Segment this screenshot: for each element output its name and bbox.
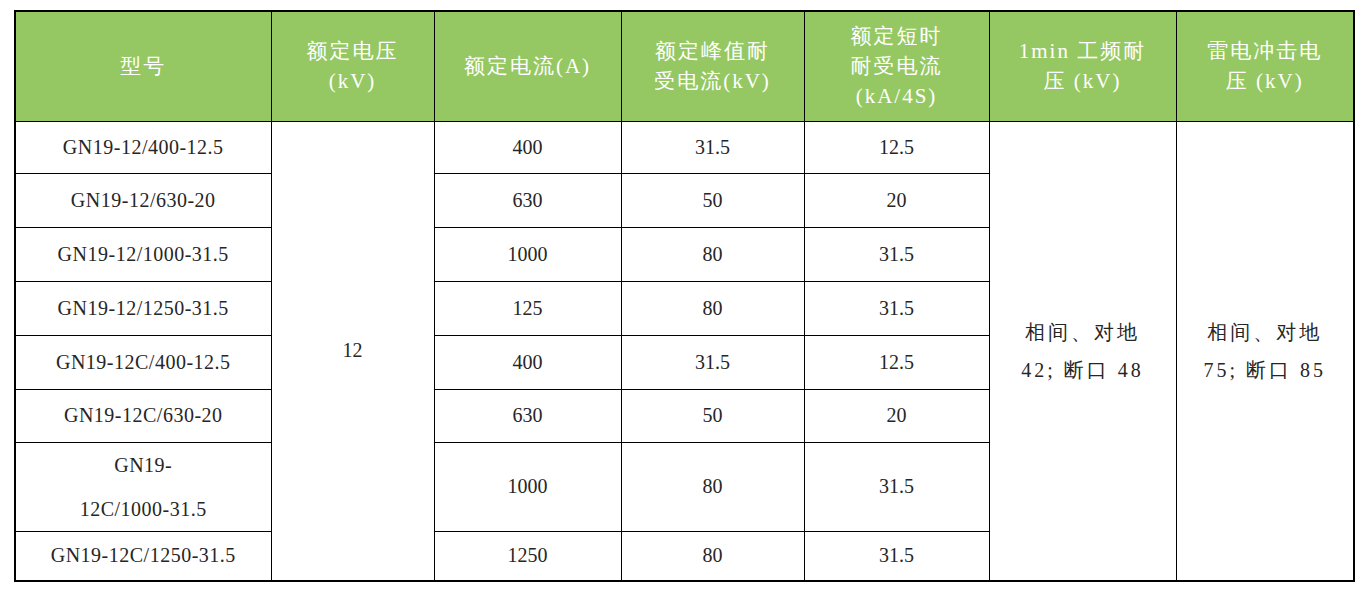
model-cell: GN19-12/1000-31.5 [15, 227, 271, 281]
header-power-frequency-withstand: 1min 工频耐 压 (kV) [989, 11, 1176, 121]
model-cell: GN19-12/630-20 [15, 173, 271, 227]
header-rated-current: 额定电流(A) [434, 11, 621, 121]
peak-cell: 31.5 [621, 335, 804, 389]
header-row: 型号 额定电压 (kV) 额定电流(A) 额定峰值耐 受电流(kV) 额定短时 … [15, 11, 1354, 121]
short-time-cell: 31.5 [804, 531, 989, 581]
current-cell: 400 [434, 121, 621, 173]
rated-voltage-cell: 12 [271, 121, 434, 581]
header-short-time-withstand-current: 额定短时 耐受电流 (kA/4S) [804, 11, 989, 121]
model-cell: GN19- 12C/1000-31.5 [15, 442, 271, 531]
current-cell: 1250 [434, 531, 621, 581]
page: 型号 额定电压 (kV) 额定电流(A) 额定峰值耐 受电流(kV) 额定短时 … [0, 0, 1366, 590]
short-time-cell: 31.5 [804, 442, 989, 531]
current-cell: 400 [434, 335, 621, 389]
header-rated-voltage: 额定电压 (kV) [271, 11, 434, 121]
short-time-cell: 31.5 [804, 281, 989, 335]
model-cell: GN19-12C/400-12.5 [15, 335, 271, 389]
header-peak-withstand-current: 额定峰值耐 受电流(kV) [621, 11, 804, 121]
short-time-cell: 12.5 [804, 121, 989, 173]
table-row: GN19-12/400-12.5 12 400 31.5 12.5 相间、对地 … [15, 121, 1354, 173]
power-frequency-withstand-cell: 相间、对地 42; 断口 48 [989, 121, 1176, 581]
peak-cell: 50 [621, 389, 804, 442]
current-cell: 630 [434, 389, 621, 442]
short-time-cell: 20 [804, 173, 989, 227]
current-cell: 630 [434, 173, 621, 227]
model-cell: GN19-12C/630-20 [15, 389, 271, 442]
header-model: 型号 [15, 11, 271, 121]
model-cell: GN19-12C/1250-31.5 [15, 531, 271, 581]
model-cell: GN19-12/1250-31.5 [15, 281, 271, 335]
peak-cell: 80 [621, 531, 804, 581]
header-lightning-impulse: 雷电冲击电 压 (kV) [1176, 11, 1354, 121]
model-cell: GN19-12/400-12.5 [15, 121, 271, 173]
current-cell: 125 [434, 281, 621, 335]
current-cell: 1000 [434, 227, 621, 281]
peak-cell: 80 [621, 442, 804, 531]
short-time-cell: 31.5 [804, 227, 989, 281]
peak-cell: 80 [621, 281, 804, 335]
current-cell: 1000 [434, 442, 621, 531]
peak-cell: 80 [621, 227, 804, 281]
short-time-cell: 20 [804, 389, 989, 442]
peak-cell: 50 [621, 173, 804, 227]
short-time-cell: 12.5 [804, 335, 989, 389]
peak-cell: 31.5 [621, 121, 804, 173]
lightning-impulse-cell: 相间、对地 75; 断口 85 [1176, 121, 1354, 581]
spec-table: 型号 额定电压 (kV) 额定电流(A) 额定峰值耐 受电流(kV) 额定短时 … [14, 10, 1355, 582]
